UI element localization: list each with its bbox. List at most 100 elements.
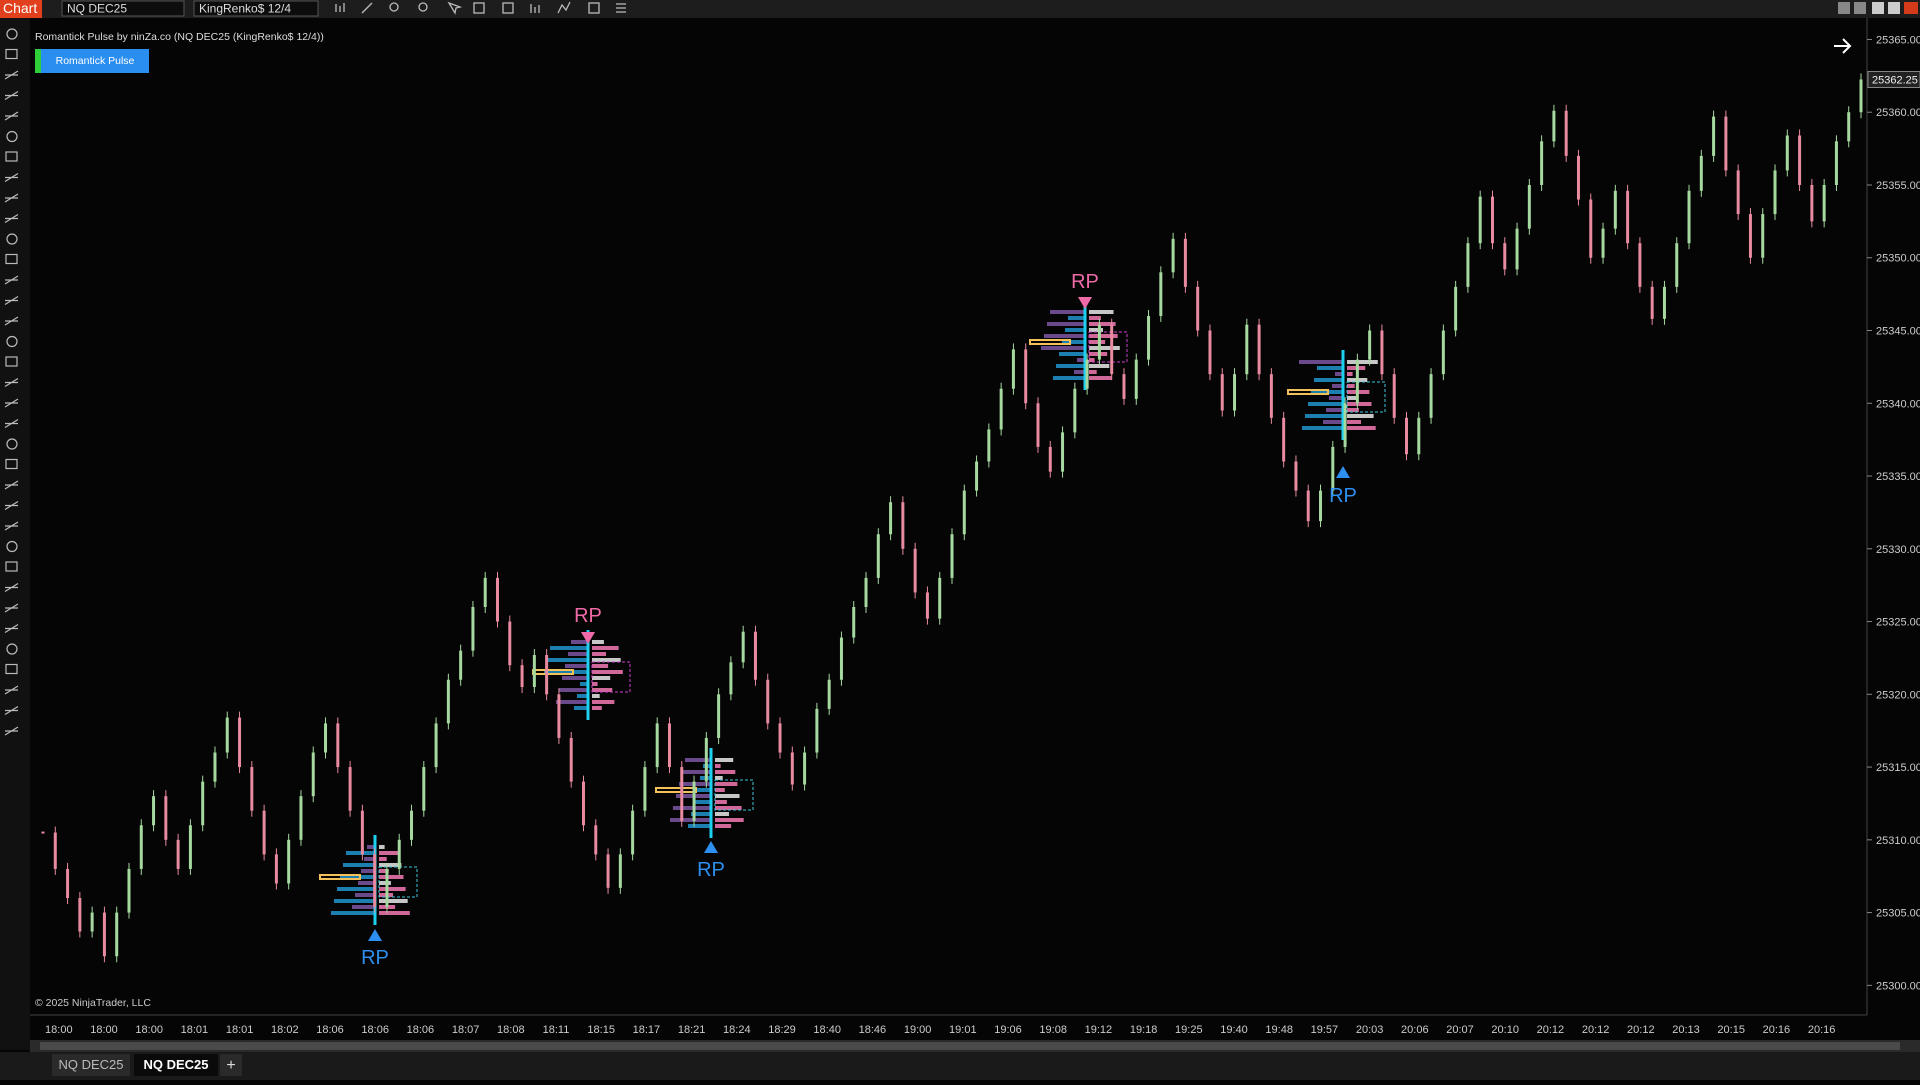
tool-icon[interactable] <box>6 130 18 143</box>
bar <box>459 650 463 680</box>
icon[interactable] <box>502 2 514 14</box>
icon[interactable] <box>616 3 626 13</box>
tool-icon[interactable] <box>4 377 19 388</box>
bar <box>274 854 278 884</box>
bar <box>938 577 942 619</box>
x-tick-label: 18:01 <box>181 1024 209 1036</box>
tool-icon[interactable] <box>5 151 18 162</box>
tool-icon[interactable] <box>5 253 18 265</box>
poc-line <box>1287 389 1329 395</box>
chart-tab[interactable] <box>0 0 42 18</box>
tool-icon[interactable] <box>4 70 19 80</box>
tool-icon[interactable] <box>4 213 19 224</box>
profile-row <box>577 694 588 698</box>
tool-icon[interactable] <box>6 540 18 553</box>
profile-row <box>685 758 711 762</box>
bar <box>1122 374 1126 399</box>
tool-icon[interactable] <box>4 172 19 183</box>
bar <box>127 868 131 913</box>
tool-icon[interactable] <box>4 316 19 326</box>
profile-row <box>346 851 375 855</box>
tool-icon[interactable] <box>4 705 19 716</box>
window-button[interactable] <box>1838 2 1850 14</box>
tool-icon[interactable] <box>4 582 19 593</box>
tool-icon[interactable] <box>6 438 18 450</box>
close-button[interactable] <box>1904 2 1918 14</box>
tool-icon[interactable] <box>5 356 18 367</box>
bar <box>1736 170 1740 215</box>
indicator-button[interactable] <box>35 49 149 73</box>
tool-icon[interactable] <box>4 295 19 306</box>
bar <box>1699 155 1703 191</box>
x-tick-label: 19:25 <box>1175 1024 1203 1036</box>
value-area <box>714 779 754 811</box>
minimize-button[interactable] <box>1872 2 1884 14</box>
tab[interactable] <box>52 1054 130 1076</box>
bar <box>827 679 831 709</box>
tool-icon[interactable] <box>4 398 19 408</box>
bar <box>1490 196 1494 244</box>
tab-label: NQ DEC25 <box>143 1057 208 1072</box>
bar <box>1478 196 1482 244</box>
bar <box>1134 359 1138 399</box>
profile-row <box>334 899 375 903</box>
tool-icon[interactable] <box>4 500 19 511</box>
icon[interactable] <box>447 1 463 15</box>
tool-icon[interactable] <box>6 28 18 40</box>
profile-row <box>715 800 727 804</box>
x-tick-label: 20:16 <box>1808 1024 1836 1036</box>
icon[interactable] <box>389 2 399 12</box>
tool-icon[interactable] <box>5 48 18 60</box>
window-title: Chart <box>3 0 37 16</box>
scroll-end-arrow[interactable] <box>1834 38 1852 54</box>
instrument-select[interactable] <box>61 0 185 17</box>
tool-icon[interactable] <box>5 561 18 572</box>
bar-type-select[interactable] <box>193 0 319 17</box>
scrollbar-thumb[interactable] <box>40 1042 1900 1050</box>
profile-row <box>340 875 375 879</box>
tool-icon[interactable] <box>4 521 19 531</box>
profile-row <box>580 682 588 686</box>
x-tick-label: 18:07 <box>452 1024 480 1036</box>
tool-icon[interactable] <box>4 275 19 285</box>
tool-icon[interactable] <box>6 335 18 348</box>
bar <box>53 832 57 869</box>
tool-icon[interactable] <box>4 623 19 634</box>
tool-icon[interactable] <box>4 418 19 429</box>
signal-arrow <box>1336 466 1350 478</box>
poc-line <box>319 874 361 880</box>
bar <box>152 796 156 826</box>
tab-active[interactable] <box>134 1054 218 1076</box>
icon[interactable] <box>418 2 428 12</box>
tool-icon[interactable] <box>5 663 18 675</box>
bar <box>1257 324 1261 375</box>
bar <box>999 388 1003 430</box>
icon[interactable] <box>557 1 571 14</box>
tool-icon[interactable] <box>6 233 18 245</box>
icon[interactable] <box>473 2 485 14</box>
tool-icon[interactable] <box>4 111 19 121</box>
tool-icon[interactable] <box>6 643 18 655</box>
profile-row <box>379 863 402 867</box>
icon[interactable] <box>335 3 345 12</box>
restore-button[interactable] <box>1888 2 1900 14</box>
tool-icon[interactable] <box>4 90 19 101</box>
bar <box>66 868 70 899</box>
icon[interactable] <box>530 4 540 13</box>
tool-icon[interactable] <box>4 480 19 490</box>
window-button[interactable] <box>1854 2 1866 14</box>
tool-icon[interactable] <box>4 193 19 203</box>
icon[interactable] <box>588 2 600 14</box>
tool-icon[interactable] <box>5 458 18 470</box>
icon[interactable] <box>361 2 373 14</box>
bar <box>287 839 291 884</box>
tool-icon[interactable] <box>4 726 19 736</box>
profile-row <box>715 782 738 786</box>
tool-icon[interactable] <box>4 685 19 695</box>
add-tab[interactable] <box>220 1054 242 1076</box>
bar <box>299 796 303 840</box>
profile-row <box>1089 334 1118 338</box>
x-tick-label: 18:21 <box>678 1024 706 1036</box>
x-tick-label: 18:17 <box>633 1024 661 1036</box>
tool-icon[interactable] <box>4 603 19 613</box>
